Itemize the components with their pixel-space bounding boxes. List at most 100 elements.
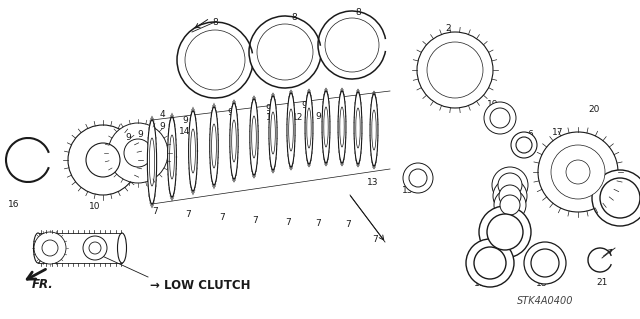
Text: 7: 7 bbox=[345, 220, 351, 229]
Circle shape bbox=[474, 247, 506, 279]
Circle shape bbox=[108, 123, 168, 183]
Circle shape bbox=[427, 42, 483, 98]
Text: 9: 9 bbox=[137, 130, 143, 139]
Circle shape bbox=[493, 179, 527, 213]
Ellipse shape bbox=[338, 91, 346, 163]
Text: 2: 2 bbox=[445, 24, 451, 33]
Ellipse shape bbox=[232, 120, 236, 162]
Circle shape bbox=[487, 214, 523, 250]
Text: 17: 17 bbox=[552, 128, 564, 137]
Text: 3: 3 bbox=[497, 215, 503, 224]
Ellipse shape bbox=[230, 103, 238, 179]
Circle shape bbox=[437, 52, 473, 88]
Circle shape bbox=[511, 132, 537, 158]
Circle shape bbox=[500, 195, 520, 215]
Circle shape bbox=[524, 242, 566, 284]
Ellipse shape bbox=[210, 107, 218, 185]
Ellipse shape bbox=[370, 94, 378, 166]
Text: 7: 7 bbox=[285, 218, 291, 227]
Text: 9: 9 bbox=[301, 101, 307, 110]
Text: 9: 9 bbox=[125, 133, 131, 142]
Text: 9: 9 bbox=[265, 104, 271, 113]
Circle shape bbox=[494, 189, 526, 221]
Ellipse shape bbox=[322, 91, 330, 163]
Circle shape bbox=[561, 155, 595, 189]
Ellipse shape bbox=[307, 108, 311, 148]
Text: 8: 8 bbox=[212, 18, 218, 27]
Ellipse shape bbox=[189, 111, 197, 191]
Ellipse shape bbox=[305, 92, 313, 164]
Circle shape bbox=[124, 139, 152, 167]
Text: 18: 18 bbox=[536, 279, 548, 288]
Text: 12: 12 bbox=[266, 113, 278, 122]
Text: 4: 4 bbox=[159, 110, 165, 119]
Text: 20: 20 bbox=[588, 105, 600, 114]
Circle shape bbox=[531, 249, 559, 277]
Ellipse shape bbox=[191, 129, 195, 173]
Circle shape bbox=[479, 206, 531, 258]
Circle shape bbox=[417, 32, 493, 108]
Circle shape bbox=[89, 242, 101, 254]
Circle shape bbox=[592, 170, 640, 226]
Circle shape bbox=[34, 232, 66, 264]
Text: → LOW CLUTCH: → LOW CLUTCH bbox=[150, 279, 250, 292]
Text: 7: 7 bbox=[185, 210, 191, 219]
Text: 7: 7 bbox=[372, 235, 378, 244]
Ellipse shape bbox=[269, 96, 277, 170]
Circle shape bbox=[551, 145, 605, 199]
Text: STK4A0400: STK4A0400 bbox=[516, 296, 573, 306]
Circle shape bbox=[257, 24, 313, 80]
Circle shape bbox=[403, 163, 433, 193]
Ellipse shape bbox=[289, 109, 293, 151]
Text: 16: 16 bbox=[8, 200, 20, 209]
Ellipse shape bbox=[168, 117, 177, 197]
Ellipse shape bbox=[372, 110, 376, 150]
Circle shape bbox=[466, 239, 514, 287]
Ellipse shape bbox=[147, 120, 157, 204]
Ellipse shape bbox=[212, 124, 216, 168]
Text: 5: 5 bbox=[489, 248, 495, 257]
Text: 9: 9 bbox=[182, 116, 188, 125]
Circle shape bbox=[86, 143, 120, 177]
Text: 21: 21 bbox=[596, 278, 608, 287]
Ellipse shape bbox=[324, 107, 328, 147]
Circle shape bbox=[538, 132, 618, 212]
Text: 9: 9 bbox=[315, 112, 321, 121]
Ellipse shape bbox=[354, 92, 362, 164]
Text: 6: 6 bbox=[527, 130, 533, 139]
Circle shape bbox=[498, 173, 522, 197]
Text: 13: 13 bbox=[367, 178, 379, 187]
Circle shape bbox=[68, 125, 138, 195]
Text: 7: 7 bbox=[152, 207, 158, 216]
Circle shape bbox=[492, 167, 528, 203]
Circle shape bbox=[325, 18, 379, 72]
Ellipse shape bbox=[149, 138, 155, 186]
Ellipse shape bbox=[287, 93, 295, 167]
Ellipse shape bbox=[252, 116, 256, 158]
Text: 8: 8 bbox=[355, 8, 361, 17]
Text: 7: 7 bbox=[252, 216, 258, 225]
Text: 8: 8 bbox=[291, 13, 297, 22]
Text: 7: 7 bbox=[219, 213, 225, 222]
Circle shape bbox=[499, 185, 521, 207]
Ellipse shape bbox=[118, 233, 127, 263]
Circle shape bbox=[42, 240, 58, 256]
Text: 9: 9 bbox=[227, 108, 233, 117]
Text: 1: 1 bbox=[622, 192, 628, 201]
Circle shape bbox=[83, 236, 107, 260]
Text: 12: 12 bbox=[292, 113, 304, 122]
Ellipse shape bbox=[340, 107, 344, 147]
Text: 19: 19 bbox=[487, 100, 499, 109]
Text: FR.: FR. bbox=[32, 278, 54, 291]
Circle shape bbox=[600, 178, 640, 218]
Circle shape bbox=[484, 102, 516, 134]
Text: 15: 15 bbox=[403, 186, 413, 195]
Circle shape bbox=[185, 30, 245, 90]
Text: 11: 11 bbox=[474, 279, 486, 288]
Circle shape bbox=[566, 160, 590, 184]
Circle shape bbox=[516, 137, 532, 153]
Ellipse shape bbox=[250, 99, 258, 175]
Ellipse shape bbox=[33, 233, 42, 263]
Text: 7: 7 bbox=[315, 219, 321, 228]
Circle shape bbox=[409, 169, 427, 187]
